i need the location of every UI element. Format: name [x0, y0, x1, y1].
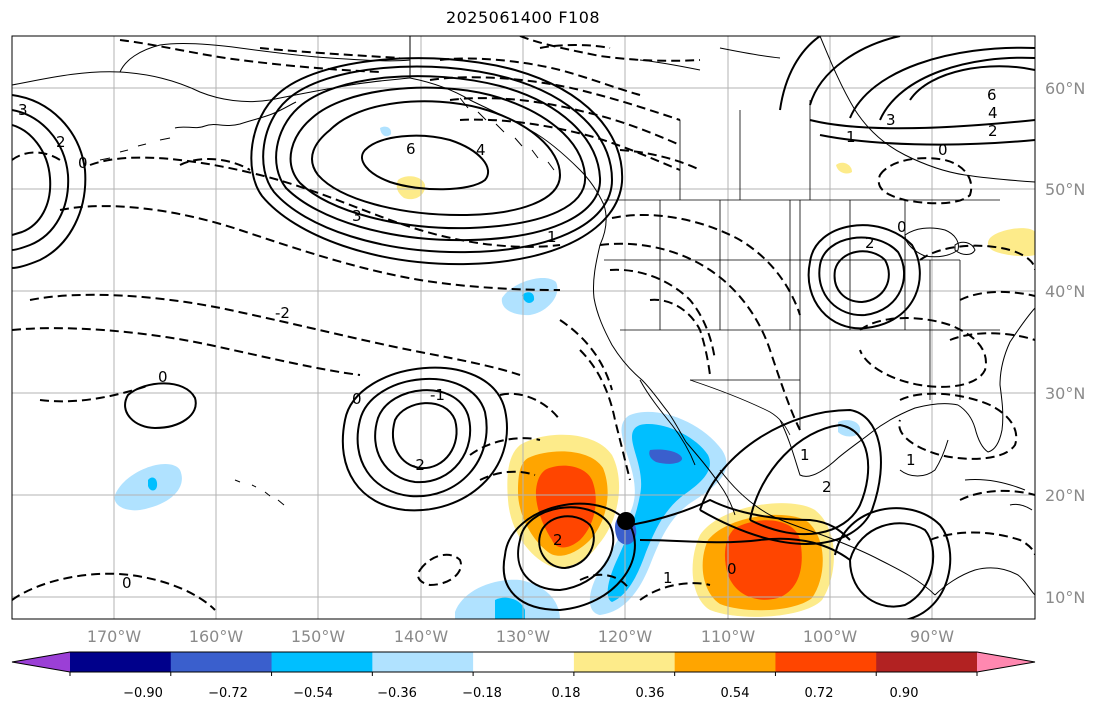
- graticule: [12, 36, 1035, 619]
- contour-label: -2: [275, 304, 290, 322]
- contour-label: 6: [406, 140, 416, 158]
- colorbar-tick-label: 0.54: [721, 686, 750, 701]
- colorbar-extend-min: [12, 652, 70, 672]
- contour-label: 2: [553, 531, 563, 549]
- lon-label: 120°W: [598, 627, 653, 646]
- contour-label: 1: [547, 228, 557, 246]
- contour-label: 0: [352, 390, 362, 408]
- cool-anomaly-southwest-core: [495, 597, 525, 619]
- colorbar-segment: [876, 652, 978, 672]
- lat-label: 10°N: [1045, 588, 1085, 607]
- contour-label: 3: [352, 207, 362, 225]
- contour-label: 0: [938, 141, 948, 159]
- warm-patch-ne: [987, 228, 1035, 257]
- lon-label: 130°W: [496, 627, 551, 646]
- dashed-contours: [12, 36, 1035, 611]
- colorbar-tick-label: −0.54: [293, 686, 333, 701]
- map-frame: [11, 35, 1036, 620]
- colorbar-segment: [70, 652, 172, 672]
- contour-label: 2: [865, 234, 875, 252]
- colorbar-segment: [674, 652, 776, 672]
- colorbar-extend-max: [977, 652, 1035, 672]
- map-title: 2025061400 F108: [445, 8, 601, 27]
- contour-label: 1: [663, 569, 673, 587]
- lon-label: 140°W: [394, 627, 449, 646]
- warm-anomaly-east-core: [724, 520, 802, 600]
- political-borders: [604, 100, 1000, 436]
- contour-label: 2: [988, 122, 998, 140]
- lon-label: 90°W: [910, 627, 954, 646]
- colorbar-tick-label: 0.90: [890, 686, 919, 701]
- contour-label: 4: [988, 104, 998, 122]
- contour-label: 3: [886, 111, 896, 129]
- contour-label: 0: [897, 218, 907, 236]
- colorbar-tick-label: 0.72: [805, 686, 834, 701]
- contour-label: -1: [430, 386, 445, 404]
- contour-label: 2: [56, 133, 66, 151]
- colorbar-tick-label: 0.36: [636, 686, 665, 701]
- coastlines: [12, 36, 1035, 596]
- colorbar-segment: [473, 652, 575, 672]
- lat-label: 20°N: [1045, 486, 1085, 505]
- colorbar-tick-label: −0.36: [377, 686, 417, 701]
- warm-patch-canada: [836, 162, 852, 174]
- colorbar-tick-label: 0.18: [552, 686, 581, 701]
- cool-anomaly-hawaii-core: [148, 477, 158, 491]
- colorbar-tick-label: −0.18: [462, 686, 502, 701]
- contour-label: 0: [727, 560, 737, 578]
- lon-label: 170°W: [87, 627, 142, 646]
- cool-anomaly-mid-core: [522, 292, 535, 303]
- lon-label: 100°W: [803, 627, 858, 646]
- colorbar-segment: [170, 652, 273, 672]
- contour-label: 1: [846, 128, 856, 146]
- lat-label: 60°N: [1045, 79, 1085, 98]
- solid-contours: [12, 36, 1035, 619]
- contour-label: 6: [987, 86, 997, 104]
- colorbar-segment: [775, 652, 877, 672]
- colorbar-segment: [573, 652, 676, 672]
- colorbar-tick-label: −0.90: [123, 686, 163, 701]
- latitude-labels: 60°N 50°N 40°N 30°N 20°N 10°N: [1045, 79, 1085, 607]
- lon-label: 160°W: [189, 627, 244, 646]
- storm-center-marker: [617, 512, 635, 530]
- contour-label: 0: [78, 154, 88, 172]
- lat-label: 40°N: [1045, 282, 1085, 301]
- cool-patch-alaska: [380, 126, 392, 137]
- lat-label: 30°N: [1045, 384, 1085, 403]
- contour-labels: 6 4 3 1 -2 0 -1 -2 0 2 0 6 4 3 2 1 0 3 2…: [18, 86, 998, 592]
- colorbar: [11, 651, 1036, 676]
- longitude-labels: 170°W 160°W 150°W 140°W 130°W 120°W 110°…: [87, 627, 954, 646]
- lon-label: 150°W: [291, 627, 346, 646]
- lat-label: 50°N: [1045, 180, 1085, 199]
- colorbar-tick-labels: −0.90 −0.72 −0.54 −0.36 −0.18 0.18 0.36 …: [123, 686, 918, 701]
- contour-label: 2: [822, 478, 832, 496]
- colorbar-segment: [372, 652, 474, 672]
- contour-label: 4: [476, 141, 486, 159]
- contour-label: 3: [18, 101, 28, 119]
- contour-label: -2: [410, 456, 425, 474]
- colorbar-tick-label: −0.72: [208, 686, 248, 701]
- colorbar-segment: [271, 652, 373, 672]
- contour-label: 1: [906, 451, 916, 469]
- contour-label: 0: [158, 368, 168, 386]
- contour-label: 1: [800, 446, 810, 464]
- cool-anomaly-deep: [649, 449, 683, 464]
- lon-label: 110°W: [701, 627, 756, 646]
- contour-label: 0: [122, 574, 132, 592]
- cool-anomaly-hawaii: [114, 464, 182, 511]
